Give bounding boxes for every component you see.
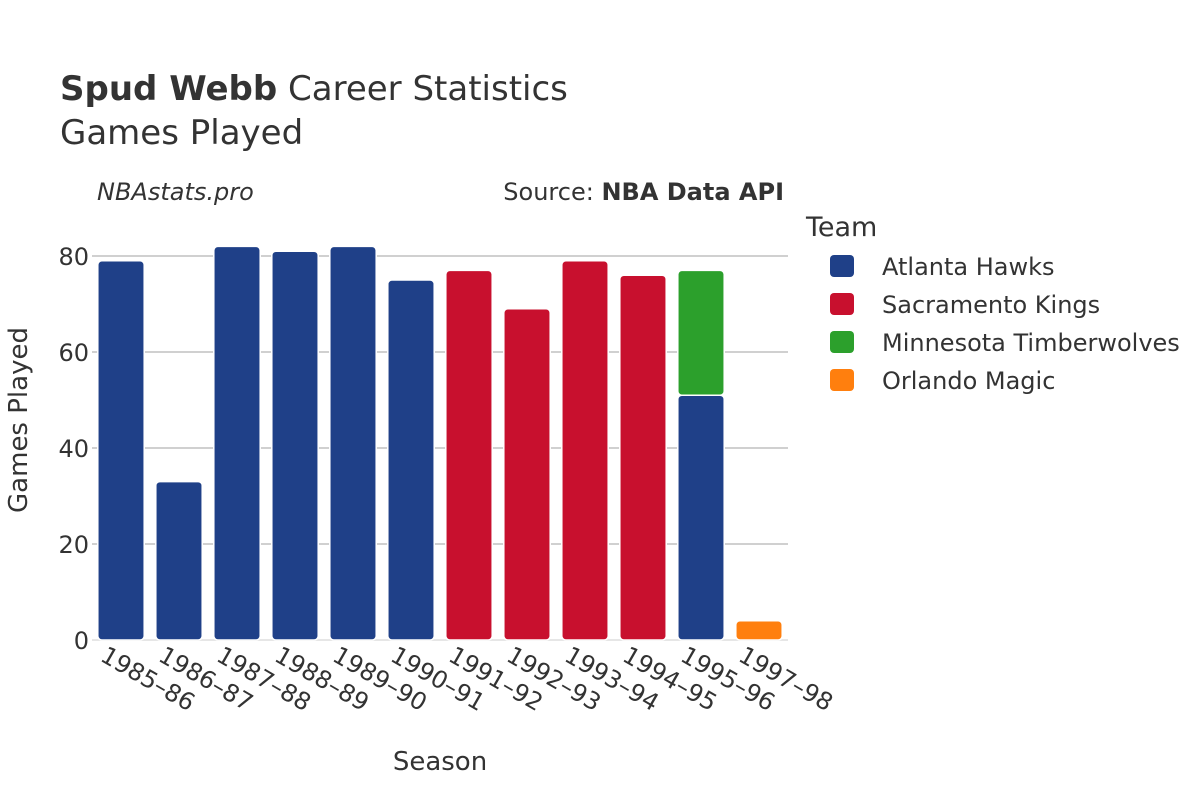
y-tick-label-0: 0 [74, 627, 89, 655]
chart-title-rest: Career Statistics [277, 69, 568, 109]
legend: Atlanta Hawks Sacramento Kings Minnesota T… [830, 253, 1180, 395]
bar-minnesota-timberwolves-1995-96 [677, 269, 725, 396]
legend-label-minnesota-timberwolves: Minnesota Timberwolves [882, 329, 1180, 357]
y-tick-label-40: 40 [58, 435, 89, 463]
legend-label-sacramento-kings: Sacramento Kings [882, 291, 1100, 319]
bar-orlando-magic-1997-98 [735, 620, 783, 641]
legend-swatch-orlando-magic [830, 369, 854, 391]
bars [97, 245, 783, 641]
y-tick-label-20: 20 [58, 531, 89, 559]
bar-sacramento-kings-1991-92 [445, 269, 493, 641]
y-axis-title: Games Played [4, 327, 34, 513]
legend-swatch-atlanta-hawks [830, 255, 854, 277]
gridlines [92, 255, 788, 641]
bar-atlanta-hawks-1989-90 [329, 245, 377, 641]
x-axis-title: Season [393, 747, 487, 777]
y-tick-label-80: 80 [58, 243, 89, 271]
legend-label-orlando-magic: Orlando Magic [882, 367, 1055, 395]
bar-sacramento-kings-1993-94 [561, 260, 609, 641]
source-label: Source: NBA Data API [503, 178, 784, 206]
chart-title-player: Spud Webb [60, 69, 277, 109]
bar-atlanta-hawks-1990-91 [387, 279, 435, 641]
legend-label-atlanta-hawks: Atlanta Hawks [882, 253, 1055, 281]
bar-atlanta-hawks-1985-86 [97, 260, 145, 641]
bar-atlanta-hawks-1987-88 [213, 245, 261, 641]
legend-title: Team [805, 212, 877, 243]
chart-title: Spud Webb Career Statistics [60, 69, 568, 109]
legend-swatch-minnesota-timberwolves [830, 331, 854, 353]
watermark: NBAstats.pro [97, 178, 254, 206]
bar-sacramento-kings-1992-93 [503, 308, 551, 641]
chart-subtitle: Games Played [60, 113, 303, 153]
y-tick-label-60: 60 [58, 339, 89, 367]
y-axis-ticks: 0 20 40 60 80 [58, 243, 89, 655]
bar-sacramento-kings-1994-95 [619, 274, 667, 641]
source-name: NBA Data API [601, 178, 784, 206]
bar-atlanta-hawks-1986-87 [155, 480, 203, 641]
x-axis-ticks: 1985–861986–871987–881988–891989–901990–… [96, 641, 838, 717]
bar-atlanta-hawks-1995-96 [677, 394, 725, 641]
bar-atlanta-hawks-1988-89 [271, 250, 319, 641]
source-prefix: Source: [503, 178, 601, 206]
legend-swatch-sacramento-kings [830, 293, 854, 315]
